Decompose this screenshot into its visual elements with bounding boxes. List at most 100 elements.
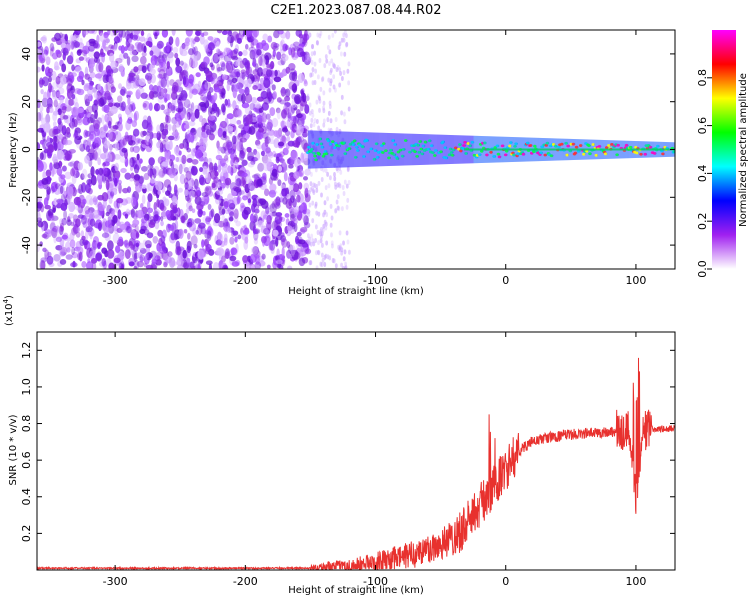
spectrogram-noise-cell: [64, 34, 69, 45]
y-tick-label: 0.6: [20, 451, 33, 469]
signal-peak-cell: [365, 139, 369, 142]
spectrogram-noise-cell: [153, 103, 161, 112]
signal-band-column: [319, 130, 321, 169]
spectrogram-noise-cell: [132, 147, 139, 153]
spectrogram-noise-cell: [269, 107, 276, 117]
signal-peak-cell: [353, 155, 358, 159]
spectrogram-noise-cell: [203, 56, 210, 66]
spectrogram-noise-cell: [203, 238, 209, 248]
spectrogram-noise-cell: [295, 235, 299, 245]
spectrogram-noise-cell: [222, 142, 230, 151]
signal-peak-cell: [384, 149, 388, 153]
spectrogram-noise-cell: [127, 96, 131, 106]
spectrogram-noise-cell: [280, 120, 287, 128]
spectrogram-noise-cell: [206, 225, 213, 236]
signal-peak-cell: [479, 149, 484, 153]
signal-band-column: [373, 132, 375, 167]
signal-band-column: [331, 131, 334, 168]
spectrogram-noise-cell: [194, 108, 200, 119]
spectrogram-noise-cell: [330, 232, 333, 238]
spectrogram-noise-cell: [316, 230, 320, 236]
signal-band-column: [313, 130, 315, 169]
spectrogram-noise-cell: [311, 188, 315, 194]
x-tick-label: -300: [103, 575, 128, 588]
spectrogram-noise-cell: [239, 30, 244, 35]
spectrogram-noise-cell: [317, 240, 320, 246]
spectrogram-noise-cell: [232, 100, 237, 110]
spectrogram-noise-cell: [198, 115, 204, 123]
spectrogram-noise-cell: [134, 177, 140, 187]
spectrogram-noise-cell: [245, 65, 250, 76]
signal-peak-cell: [441, 140, 446, 144]
spectrogram-noise-cell: [198, 156, 204, 162]
spectrogram-noise-cell: [75, 218, 81, 228]
spectrogram-noise-cell: [105, 179, 110, 191]
spectrogram-noise-cell: [174, 220, 179, 231]
spectrogram-noise-cell: [140, 166, 148, 172]
spectrogram-noise-cell: [244, 107, 252, 115]
spectrogram-noise-cell: [254, 175, 258, 180]
signal-peak-cell: [464, 152, 468, 155]
spectrogram-noise-cell: [315, 210, 319, 216]
spectrogram-noise-cell: [257, 83, 264, 90]
spectrogram-noise-cell: [90, 258, 98, 264]
spectrogram-noise-cell: [317, 211, 321, 217]
spectrogram-noise-cell: [298, 33, 304, 39]
spectrogram-noise-cell: [156, 40, 164, 49]
signal-band-column: [338, 131, 340, 168]
signal-peak-cell: [311, 141, 315, 145]
spectrogram-noise-cell: [139, 247, 147, 254]
spectrogram-noise-cell: [291, 83, 298, 93]
spectrogram-noise-cell: [213, 162, 218, 173]
signal-peak-cell: [492, 155, 497, 158]
signal-peak-cell: [310, 148, 314, 151]
spectrogram-noise-cell: [296, 194, 301, 203]
spectrogram-noise-cell: [208, 133, 215, 141]
y-tick-label: -20: [20, 188, 33, 206]
spectrogram-noise-cell: [175, 245, 182, 256]
spectrogram-noise-cell: [272, 260, 278, 269]
spectrogram-noise-cell: [158, 68, 166, 80]
spectrogram-noise-cell: [68, 201, 76, 213]
spectrogram-noise-cell: [167, 135, 175, 141]
spectrogram-noise-cell: [288, 244, 294, 254]
spectrogram-noise-cell: [67, 186, 74, 197]
spectrogram-noise-cell: [142, 102, 147, 108]
signal-peak-cell: [449, 150, 454, 154]
spectrogram-noise-cell: [223, 265, 228, 269]
signal-band-column: [307, 130, 310, 169]
spectrogram-noise-cell: [329, 118, 333, 124]
spectrogram-noise-cell: [258, 260, 266, 267]
spectrogram-noise-cell: [320, 77, 324, 83]
spectrogram-noise-cell: [208, 263, 213, 269]
spectrogram-noise-cell: [53, 65, 60, 71]
spectrogram-noise-cell: [258, 55, 263, 67]
spectrogram-noise-cell: [312, 182, 316, 188]
spectrogram-noise-cell: [336, 182, 340, 188]
spectrogram-noise-cell: [160, 220, 164, 227]
spectrogram-noise-cell: [207, 77, 215, 82]
signal-peak-cell: [443, 146, 448, 149]
spectrogram-noise-cell: [103, 104, 110, 114]
spectrogram-noise-cell: [153, 214, 159, 222]
spectrogram-noise-cell: [287, 140, 295, 147]
signal-peak-cell: [426, 147, 431, 151]
signal-peak-cell: [624, 143, 629, 147]
spectrogram-noise-cell: [102, 74, 109, 84]
spectrogram-noise-cell: [175, 36, 180, 47]
spectrogram-noise-cell: [145, 40, 152, 46]
spectrogram-noise-cell: [335, 199, 339, 205]
spectrogram-noise-cell: [178, 228, 184, 239]
spectrogram-noise-cell: [186, 221, 193, 228]
spectrogram-noise-cell: [205, 70, 213, 79]
spectrogram-noise-cell: [244, 236, 249, 244]
spectrogram-noise-cell: [332, 74, 336, 80]
signal-peak-cell: [315, 143, 319, 146]
spectrogram-noise-cell: [225, 30, 230, 33]
spectrogram-noise-cell: [330, 215, 334, 221]
signal-band-column: [330, 131, 333, 168]
spectrogram-noise-cell: [163, 109, 170, 115]
signal-peak-cell: [375, 155, 380, 159]
spectrogram-noise-cell: [201, 191, 209, 198]
